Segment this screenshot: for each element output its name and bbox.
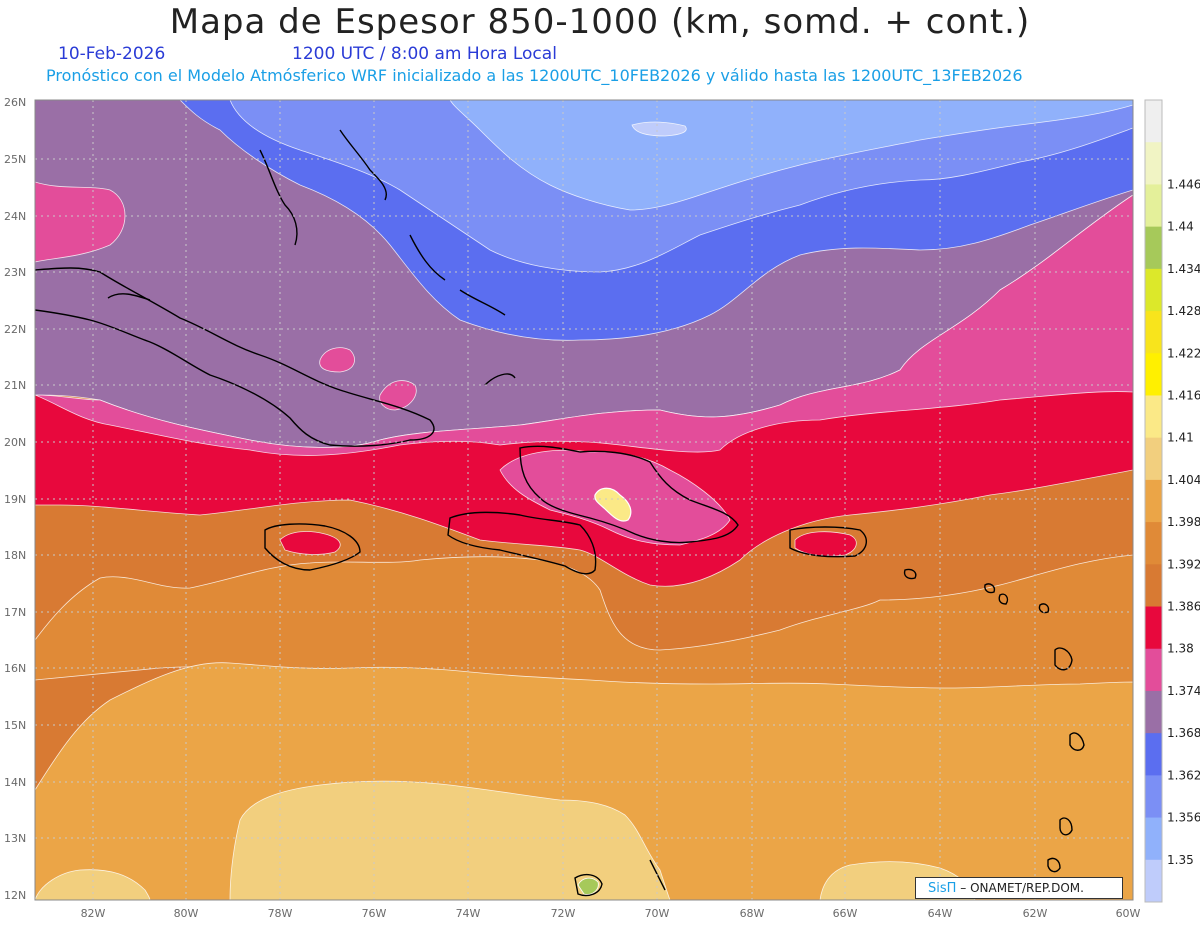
colorbar-swatch: [1145, 142, 1162, 185]
band-1356: [449, 100, 1133, 211]
colorbar-swatch: [1145, 268, 1162, 312]
lat-label: 18N: [4, 549, 26, 562]
band-1410-left: [35, 869, 151, 900]
colorbar-swatch: [1145, 437, 1162, 481]
lon-label: 72W: [551, 907, 576, 920]
colorbar-label: 1.428: [1167, 304, 1200, 318]
colorbar-label: 1.386: [1167, 600, 1200, 614]
colorbar-swatch: [1145, 395, 1162, 439]
lat-label: 20N: [4, 436, 26, 449]
lon-label: 64W: [928, 907, 953, 920]
colorbar-label: 1.404: [1167, 473, 1200, 487]
colorbar-label: 1.356: [1167, 811, 1200, 825]
lon-label: 62W: [1023, 907, 1048, 920]
forecast-subtitle: Pronóstico con el Modelo Atmósferico WRF…: [46, 66, 1023, 85]
band-1410: [229, 780, 671, 900]
lat-label: 15N: [4, 719, 26, 732]
colorbar-label: 1.416: [1167, 388, 1200, 402]
lat-label: 19N: [4, 493, 26, 506]
colorbar-swatch: [1145, 184, 1162, 228]
lat-label: 21N: [4, 379, 26, 392]
colorbar-label: 1.362: [1167, 768, 1200, 782]
colorbar-label: 1.38: [1167, 642, 1194, 656]
gridlines: [35, 100, 1133, 900]
band-1428-green: [577, 877, 599, 895]
lat-label: 16N: [4, 662, 26, 675]
forecast-date: 10-Feb-2026: [58, 44, 166, 64]
colorbar-swatch: [1145, 100, 1162, 143]
coastlines: [35, 129, 1085, 897]
band-1350: [631, 121, 687, 137]
colorbar-label: 1.35: [1167, 853, 1194, 867]
forecast-time: 1200 UTC / 8:00 am Hora Local: [292, 44, 557, 64]
map-frame: [34, 99, 1134, 901]
lon-label: 82W: [81, 907, 106, 920]
colorbar-swatch: [1145, 606, 1162, 650]
colorbar-swatch: [1145, 775, 1162, 819]
credit-box: SisΠ – ONAMET/REP.DOM.: [915, 877, 1123, 899]
colorbar-label: 1.434: [1167, 262, 1200, 276]
colorbar-label: 1.446: [1167, 177, 1200, 191]
colorbar-label: 1.398: [1167, 515, 1200, 529]
colorbar-swatch: [1145, 522, 1162, 565]
lon-label: 70W: [645, 907, 670, 920]
colorbar-swatch: [1145, 690, 1162, 734]
colorbar-swatch: [1145, 817, 1162, 861]
band-1380-isle: [379, 380, 417, 411]
lon-label: 60W: [1116, 907, 1141, 920]
colorbar-swatch: [1145, 226, 1162, 270]
lat-label: 26N: [4, 96, 26, 109]
lat-label: 23N: [4, 266, 26, 279]
lon-label: 74W: [456, 907, 481, 920]
lon-axis: 82W 80W 78W 76W 74W 72W 70W 68W 66W 64W …: [81, 907, 1141, 920]
lon-label: 66W: [833, 907, 858, 920]
colorbar-swatch: [1145, 648, 1162, 692]
colorbar-label: 1.44: [1167, 220, 1194, 234]
band-1416-peak: [594, 487, 632, 522]
lon-label: 80W: [174, 907, 199, 920]
colorbar-swatch: [1145, 353, 1162, 396]
map-title: Mapa de Espesor 850-1000 (km, somd. + co…: [169, 2, 1031, 42]
lat-label: 22N: [4, 323, 26, 336]
lat-label: 14N: [4, 776, 26, 789]
colorbar: 1.446 1.44 1.434 1.428 1.422 1.416 1.41 1.404 1.…: [1144, 99, 1200, 903]
colorbar-label: 1.368: [1167, 726, 1200, 740]
colorbar-swatch: [1145, 733, 1162, 776]
colorbar-label: 1.422: [1167, 346, 1200, 360]
colorbar-swatch: [1145, 311, 1162, 354]
colorbar-swatch: [1145, 859, 1162, 903]
lat-label: 12N: [4, 889, 26, 902]
band-1386-jamaica: [279, 531, 341, 555]
band-1380-cuba: [319, 347, 355, 373]
lon-label: 76W: [362, 907, 387, 920]
lat-label: 13N: [4, 832, 26, 845]
colorbar-label: 1.374: [1167, 684, 1200, 698]
colorbar-label: 1.392: [1167, 557, 1200, 571]
lon-label: 68W: [740, 907, 765, 920]
lat-label: 24N: [4, 210, 26, 223]
lat-axis: 26N 25N 24N 23N 22N 21N 20N 19N 18N 17N …: [4, 96, 26, 902]
colorbar-label: 1.41: [1167, 431, 1194, 445]
lat-label: 25N: [4, 153, 26, 166]
credit-text: – ONAMET/REP.DOM.: [960, 881, 1084, 895]
lon-label: 78W: [268, 907, 293, 920]
brand-logo: SisΠ: [928, 881, 957, 896]
band-1386-pr: [794, 531, 857, 557]
lat-label: 17N: [4, 606, 26, 619]
colorbar-swatch: [1145, 564, 1162, 608]
colorbar-frame: [1144, 99, 1163, 903]
colorbar-swatch: [1145, 479, 1162, 523]
map-field: [35, 100, 1133, 900]
